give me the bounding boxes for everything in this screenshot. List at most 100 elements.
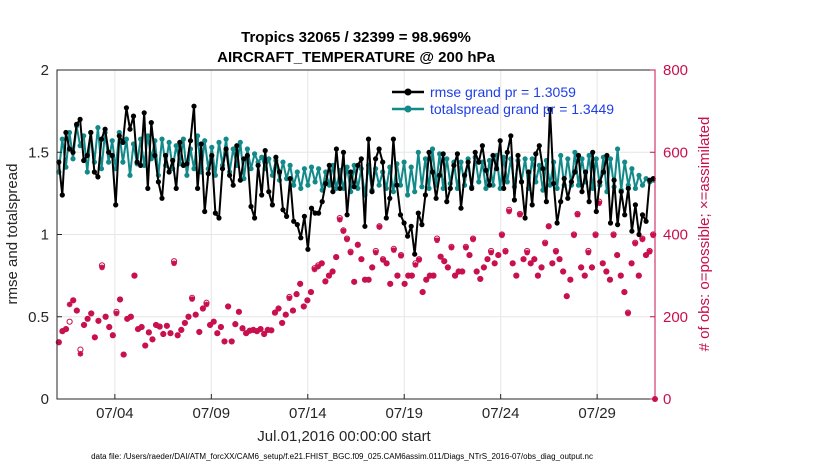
obs-assimilated-point — [214, 330, 221, 336]
rmse-series — [56, 103, 656, 257]
obs-assimilated-point — [315, 263, 321, 270]
rmse-point — [202, 208, 208, 215]
obs-assimilated-point — [221, 338, 228, 345]
spread-point — [287, 162, 293, 168]
spread-point — [522, 156, 528, 162]
rmse-point — [501, 185, 507, 191]
obs-assimilated-point — [84, 316, 91, 322]
rmse-point — [639, 212, 646, 218]
spread-point — [390, 189, 396, 195]
obs-assimilated-point — [218, 324, 224, 330]
spread-point — [529, 156, 535, 162]
obs-assimilated-point — [178, 327, 185, 333]
spread-point — [298, 185, 304, 191]
spread-point — [486, 157, 493, 164]
obs-assimilated-point — [412, 262, 419, 268]
rmse-point — [590, 149, 596, 155]
rmse-point — [412, 251, 418, 257]
rmse-point — [148, 120, 154, 126]
rmse-point — [259, 192, 265, 198]
rmse-point — [476, 159, 482, 165]
legend-label-spread: totalspread grand pr = 1.3449 — [430, 101, 614, 117]
spread-point — [248, 166, 254, 172]
rmse-point — [127, 126, 133, 132]
obs-assimilated-point — [419, 289, 426, 295]
rmse-point — [625, 185, 631, 191]
rmse-point — [269, 202, 275, 208]
legend-marker-spread — [404, 105, 412, 113]
y-axis-label: rmse and totalspread — [4, 164, 21, 305]
spread-point — [123, 136, 129, 142]
rmse-point — [568, 179, 575, 185]
obs-assimilated-point — [70, 297, 77, 304]
rmse-point — [447, 185, 453, 191]
obs-assimilated-point — [571, 232, 577, 239]
obs-assimilated-point — [347, 249, 354, 256]
rmse-point — [252, 215, 258, 221]
obs-assimilated-point — [207, 322, 213, 328]
obs-assimilated-point — [646, 248, 653, 255]
x-tick-label: 07/24 — [482, 405, 520, 422]
rmse-point — [575, 152, 582, 159]
footer-data-file: data file: /Users/raeder/DAI/ATM_forcXX/… — [91, 452, 593, 461]
rmse-point — [518, 179, 525, 185]
rmse-point — [227, 172, 233, 178]
obs-assimilated-point — [358, 256, 365, 262]
obs-assimilated-point — [351, 278, 357, 285]
obs-assimilated-point — [434, 237, 440, 244]
rmse-point — [440, 151, 446, 157]
obs-assimilated-point — [509, 260, 516, 267]
rmse-point — [561, 176, 567, 182]
rmse-point — [74, 121, 80, 127]
rmse-point — [547, 106, 553, 113]
spread-point — [84, 169, 90, 175]
spread-point — [333, 185, 339, 191]
obs-assimilated-point — [455, 268, 462, 275]
rmse-point — [266, 189, 272, 195]
rmse-point — [234, 143, 240, 149]
spread-point — [66, 129, 73, 136]
y-tick-label: 2 — [41, 62, 49, 79]
obs-assimilated-point — [391, 247, 397, 253]
obs-assimilated-point — [203, 301, 210, 308]
obs-assimilated-point — [452, 272, 458, 279]
obs-assimilated-point — [617, 272, 624, 279]
y-tick-label: 1.5 — [28, 144, 49, 161]
rmse-point — [351, 184, 357, 190]
obs-assimilated-point — [355, 241, 361, 248]
rmse-point — [294, 222, 300, 228]
obs-assimilated-point — [650, 232, 656, 239]
obs-assimilated-point — [135, 326, 141, 332]
rmse-point — [422, 192, 428, 198]
spread-point — [558, 152, 564, 159]
spread-point — [98, 166, 105, 172]
obs-assimilated-point — [146, 329, 152, 336]
obs-assimilated-point — [491, 260, 498, 267]
rmse-point — [123, 105, 129, 111]
obs-assimilated-point — [142, 342, 149, 349]
x-axis-label: Jul.01,2016 00:00:00 start — [257, 428, 431, 445]
rmse-point — [116, 133, 122, 139]
rmse-point — [479, 143, 485, 149]
obs-assimilated-point — [628, 260, 635, 267]
obs-assimilated-point — [275, 305, 282, 312]
rmse-point — [305, 246, 311, 252]
obs-assimilated-point — [329, 268, 336, 275]
obs-assimilated-point — [286, 295, 293, 302]
rmse-point — [572, 169, 578, 175]
rmse-point — [622, 212, 628, 218]
rmse-point — [195, 185, 201, 191]
obs-assimilated-point — [430, 272, 437, 279]
obs-assimilated-point — [535, 272, 541, 279]
rmse-point — [437, 172, 443, 178]
spread-point — [266, 156, 272, 162]
obs-assimilated-point — [560, 268, 566, 275]
obs-assimilated-point — [488, 249, 494, 256]
obs-assimilated-point — [59, 328, 66, 334]
obs-assimilated-point — [376, 224, 383, 230]
rmse-point — [63, 129, 69, 136]
spread-point — [159, 136, 165, 142]
obs-assimilated-point — [239, 325, 246, 332]
